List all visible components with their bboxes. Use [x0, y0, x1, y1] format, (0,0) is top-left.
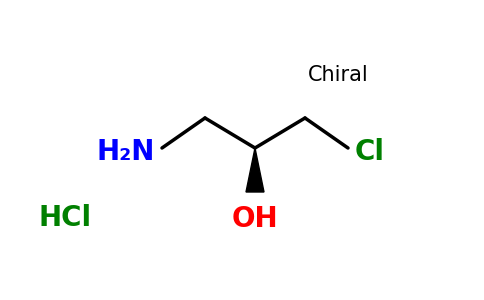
Text: Chiral: Chiral — [308, 65, 368, 85]
Text: H₂N: H₂N — [97, 138, 155, 166]
Text: OH: OH — [232, 205, 278, 233]
Text: HCl: HCl — [38, 204, 91, 232]
Text: Cl: Cl — [355, 138, 385, 166]
Polygon shape — [246, 148, 264, 192]
